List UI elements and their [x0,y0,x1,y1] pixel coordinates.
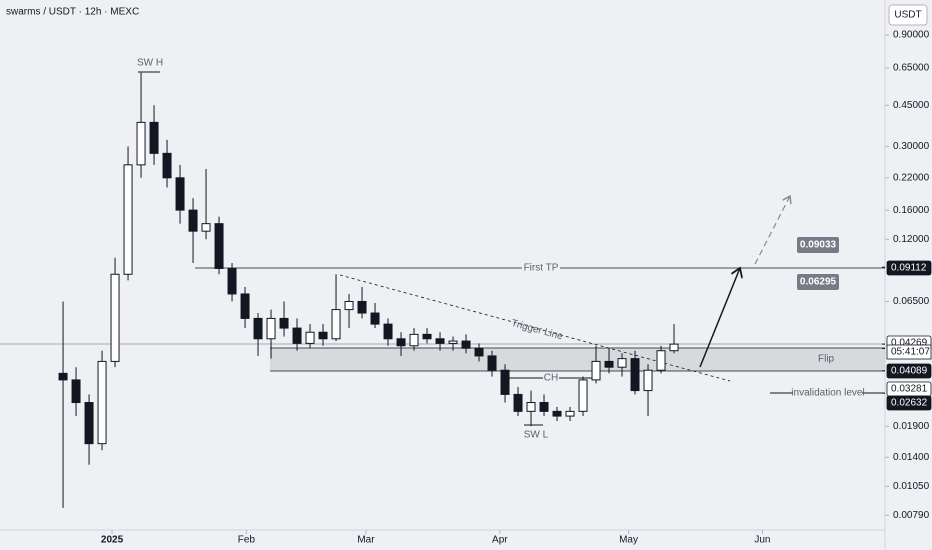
candle-body [422,333,432,340]
candle-body [123,164,133,275]
candle-body [630,358,640,392]
target-label: 0.06295 [800,277,837,288]
candle-body [344,300,354,311]
label-bg [543,372,559,384]
candle-body [292,327,302,344]
candle-body [305,331,315,344]
candle-body [656,350,666,371]
candle-body [617,358,627,368]
price-label: 0.09112 [891,263,927,274]
candle-body [71,379,81,404]
y-tick-label: 0.22000 [893,172,930,183]
ch-label: CH [544,373,558,384]
price-label: 0.04089 [891,366,928,377]
candle-body [526,402,536,412]
y-tick-label: 0.16000 [893,205,930,216]
candle-body [136,121,146,166]
candle-body [435,338,445,344]
candle-body [409,333,419,347]
flip-label: Flip [818,354,835,365]
first-tp-label: First TP [524,263,559,274]
y-tick-label: 0.12000 [893,234,930,245]
candle-body [266,317,276,340]
y-tick-label: 0.06500 [893,296,930,307]
swing-low-label: SW L [524,430,549,441]
countdown-box [886,344,932,360]
candle-body [461,340,471,349]
candle-body [214,223,224,269]
candle-body [669,343,679,352]
target-box [797,274,839,290]
y-tick-label: 0.45000 [893,100,930,111]
price-label: 0.02632 [891,398,928,409]
candle-body [149,121,159,154]
target-label: 0.09033 [800,240,837,251]
invalidation-label: invalidation level [791,388,864,399]
x-tick-label: Apr [492,535,508,546]
candles [58,72,679,508]
candle-body [539,402,549,412]
candle-body [370,312,380,325]
flip-zone [270,348,885,371]
candle-body [487,355,497,371]
x-tick-label: Mar [357,535,375,546]
y-tick-label: 0.01900 [893,421,930,432]
chart-title: swarms / USDT · 12h · MEXC [6,7,139,18]
price-label-box [886,395,932,411]
y-tick-label: 0.01050 [893,481,930,492]
candle-body [383,323,393,340]
candle-body [240,293,250,319]
price-label-box [886,260,932,276]
y-tick-label: 0.30000 [893,141,930,152]
candle-body [318,331,328,340]
candle-body [513,393,523,412]
candle-body [201,223,211,232]
candle-body [279,317,289,329]
candle-body [175,177,185,211]
candle-body [591,360,601,381]
candle-body [396,338,406,347]
candle-body [110,273,120,362]
candle-body [253,317,263,340]
candle-body [500,369,510,395]
x-tick-label: Jun [754,535,770,546]
candle-body [331,309,341,340]
candle-body [84,402,94,445]
y-tick-label: 0.01400 [893,452,930,463]
currency-box[interactable] [888,4,928,26]
target-arrow-dashed [754,196,790,265]
y-tick-label: 0.90000 [893,30,930,41]
candle-body [578,379,588,412]
candle-body [552,410,562,417]
candle-body [162,152,172,179]
countdown: 05:41:07 [891,347,930,358]
x-tick-label: 2025 [101,535,124,546]
price-label: 0.03281 [891,384,928,395]
candle-body [97,360,107,445]
candle-body [448,340,458,344]
target-arrow [699,268,740,368]
price-label-box [886,363,932,379]
candle-body [604,360,614,368]
swing-high-label: SW H [137,58,163,69]
candle-body [188,209,198,232]
candle-body [58,372,68,381]
label-bg [522,262,560,274]
candle-body [227,267,237,295]
candle-body [357,300,367,314]
currency[interactable]: USDT [894,10,921,21]
x-tick-label: May [619,535,638,546]
y-tick-label: 0.00790 [893,510,930,521]
x-tick-label: Feb [238,535,256,546]
y-tick-label: 0.65000 [893,63,930,74]
target-box [797,237,839,253]
candle-body [643,369,653,392]
candle-body [565,410,575,417]
candle-body [474,347,484,357]
price-label: 0.04269 [891,338,928,349]
